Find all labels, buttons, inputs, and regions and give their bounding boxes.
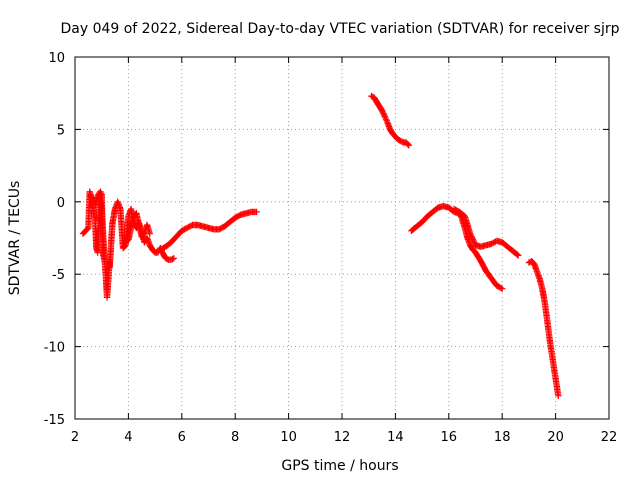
y-axis-label: SDTVAR / TECUs [7,181,23,296]
x-axis-label: GPS time / hours [281,458,398,474]
x-tick-label: 4 [124,430,132,445]
data-marker-path [90,189,113,301]
series-seg7 [408,202,506,292]
x-tick-label: 12 [334,430,351,445]
series-seg6 [368,92,412,149]
axis-ticks: 2 4 6 8 10 12 14 16 18 20 22 -15 -10 -5 0 5 10 [44,51,618,445]
grid [75,57,609,419]
x-tick-label: 16 [441,430,458,445]
data-points [79,92,562,399]
x-tick-label: 8 [231,430,239,445]
data-marker-path [525,258,562,399]
x-tick-label: 18 [494,430,511,445]
data-marker-path [106,198,177,271]
data-marker-path [157,208,260,253]
data-marker-path [408,202,506,292]
chart-title: Day 049 of 2022, Sidereal Day-to-day VTE… [60,21,619,37]
x-tick-label: 10 [280,430,297,445]
y-tick-label: -5 [52,268,65,283]
x-tick-label: 22 [601,430,618,445]
x-tick-label: 2 [71,430,79,445]
y-tick-label: 0 [57,196,65,211]
data-marker-path [368,92,412,149]
x-tick-label: 20 [547,430,564,445]
series-seg2 [90,189,113,301]
y-tick-label: -15 [44,413,65,428]
series-seg3 [106,198,177,271]
series-seg9 [525,258,562,399]
data-marker-path [450,205,522,259]
y-tick-label: -10 [44,341,65,356]
series-seg4 [122,210,153,246]
series-seg5 [157,208,260,253]
y-tick-label: 5 [57,123,65,138]
x-tick-label: 14 [387,430,404,445]
x-tick-label: 6 [178,430,186,445]
series-seg8 [450,205,522,259]
data-marker-path [122,210,153,246]
y-tick-label: 10 [48,51,65,66]
